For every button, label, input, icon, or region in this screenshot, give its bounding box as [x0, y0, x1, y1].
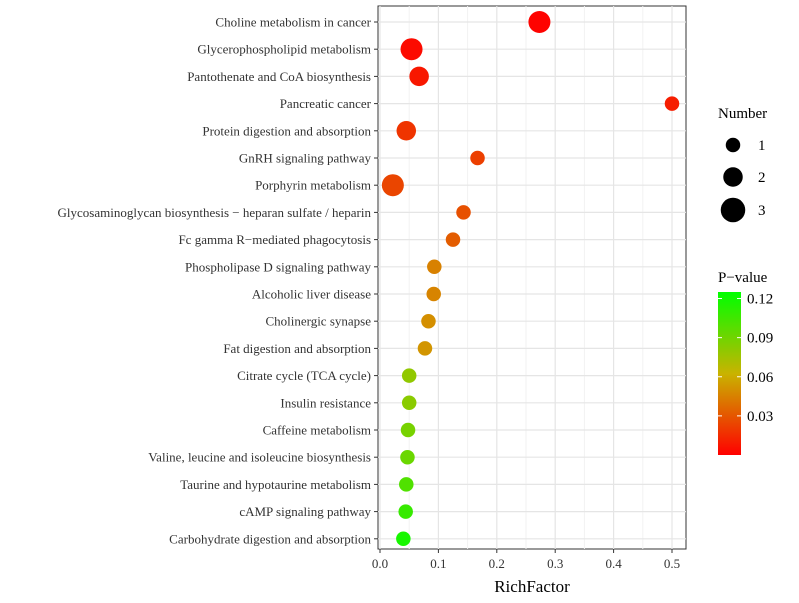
category-label: Cholinergic synapse: [265, 314, 371, 329]
category-label: Porphyrin metabolism: [255, 178, 371, 193]
category-label: Pancreatic cancer: [280, 96, 372, 111]
data-point: [456, 205, 471, 220]
category-label: GnRH signaling pathway: [239, 151, 372, 166]
size-legend-label: 3: [758, 203, 766, 219]
data-point: [396, 531, 411, 547]
category-label: Fc gamma R−mediated phagocytosis: [178, 232, 371, 247]
category-label: Pantothenate and CoA biosynthesis: [187, 69, 371, 84]
category-label: Glycerophospholipid metabolism: [197, 42, 371, 57]
x-tick-label: 0.4: [605, 556, 622, 571]
size-legend-dot: [720, 197, 746, 223]
x-tick-label: 0.0: [372, 556, 388, 571]
data-point: [398, 504, 413, 519]
data-point: [381, 174, 404, 197]
panel-background: [377, 5, 687, 550]
size-legend-label: 1: [758, 138, 766, 154]
size-legend-dot: [723, 167, 743, 187]
size-legend-items: 1 2 3: [720, 137, 766, 223]
color-legend-label: 0.09: [747, 331, 773, 347]
color-legend-ticks: 0.03 0.06 0.09 0.12: [718, 292, 774, 425]
data-point: [396, 121, 417, 141]
category-label: Valine, leucine and isoleucine biosynthe…: [148, 450, 371, 465]
data-point: [664, 96, 680, 111]
data-point: [409, 66, 429, 87]
color-legend-label: 0.12: [747, 292, 773, 308]
data-point: [400, 449, 415, 465]
size-legend-label: 2: [758, 170, 766, 186]
category-label: Phospholipase D signaling pathway: [185, 259, 371, 274]
x-tick-label: 0.3: [547, 556, 563, 571]
category-label: Carbohydrate digestion and absorption: [169, 531, 371, 546]
category-label: Protein digestion and absorption: [202, 123, 371, 138]
size-legend-title: Number: [718, 106, 767, 122]
category-label: Fat digestion and absorption: [223, 341, 371, 356]
data-point: [426, 286, 441, 302]
points-layer: [381, 11, 680, 547]
color-legend-title: P−value: [718, 270, 768, 286]
data-point: [401, 395, 417, 411]
category-label: Glycosaminoglycan biosynthesis − heparan…: [58, 205, 372, 220]
x-tick-label: 0.5: [664, 556, 680, 571]
x-tick-label: 0.1: [430, 556, 446, 571]
size-legend: Number 1 2 3: [718, 106, 767, 223]
data-point: [427, 259, 442, 275]
category-labels: Choline metabolism in cancer Glycerophosp…: [58, 15, 378, 546]
category-label: Citrate cycle (TCA cycle): [237, 368, 371, 383]
x-axis-title: RichFactor: [494, 577, 570, 596]
data-point: [400, 38, 423, 61]
data-point: [400, 422, 416, 438]
category-label: Choline metabolism in cancer: [215, 15, 371, 30]
color-bar: [718, 292, 741, 455]
data-point: [528, 11, 551, 33]
color-legend: P−value 0.03 0.06 0.09 0.12: [718, 270, 774, 455]
color-legend-label: 0.06: [747, 370, 774, 386]
category-label: cAMP signaling pathway: [239, 504, 371, 519]
category-label: Taurine and hypotaurine metabolism: [180, 477, 371, 492]
color-legend-label: 0.03: [747, 409, 773, 425]
x-tick-label: 0.2: [489, 556, 505, 571]
x-axis: 0.0 0.1 0.2 0.3 0.4 0.5: [372, 549, 680, 571]
data-point: [401, 368, 417, 383]
data-point: [470, 150, 485, 166]
data-point: [399, 477, 414, 492]
size-legend-dot: [725, 137, 741, 153]
category-label: Alcoholic liver disease: [252, 287, 371, 302]
category-label: Insulin resistance: [280, 395, 371, 410]
category-label: Caffeine metabolism: [263, 423, 371, 438]
data-point: [445, 232, 461, 247]
data-point: [417, 341, 433, 356]
data-point: [421, 313, 436, 329]
